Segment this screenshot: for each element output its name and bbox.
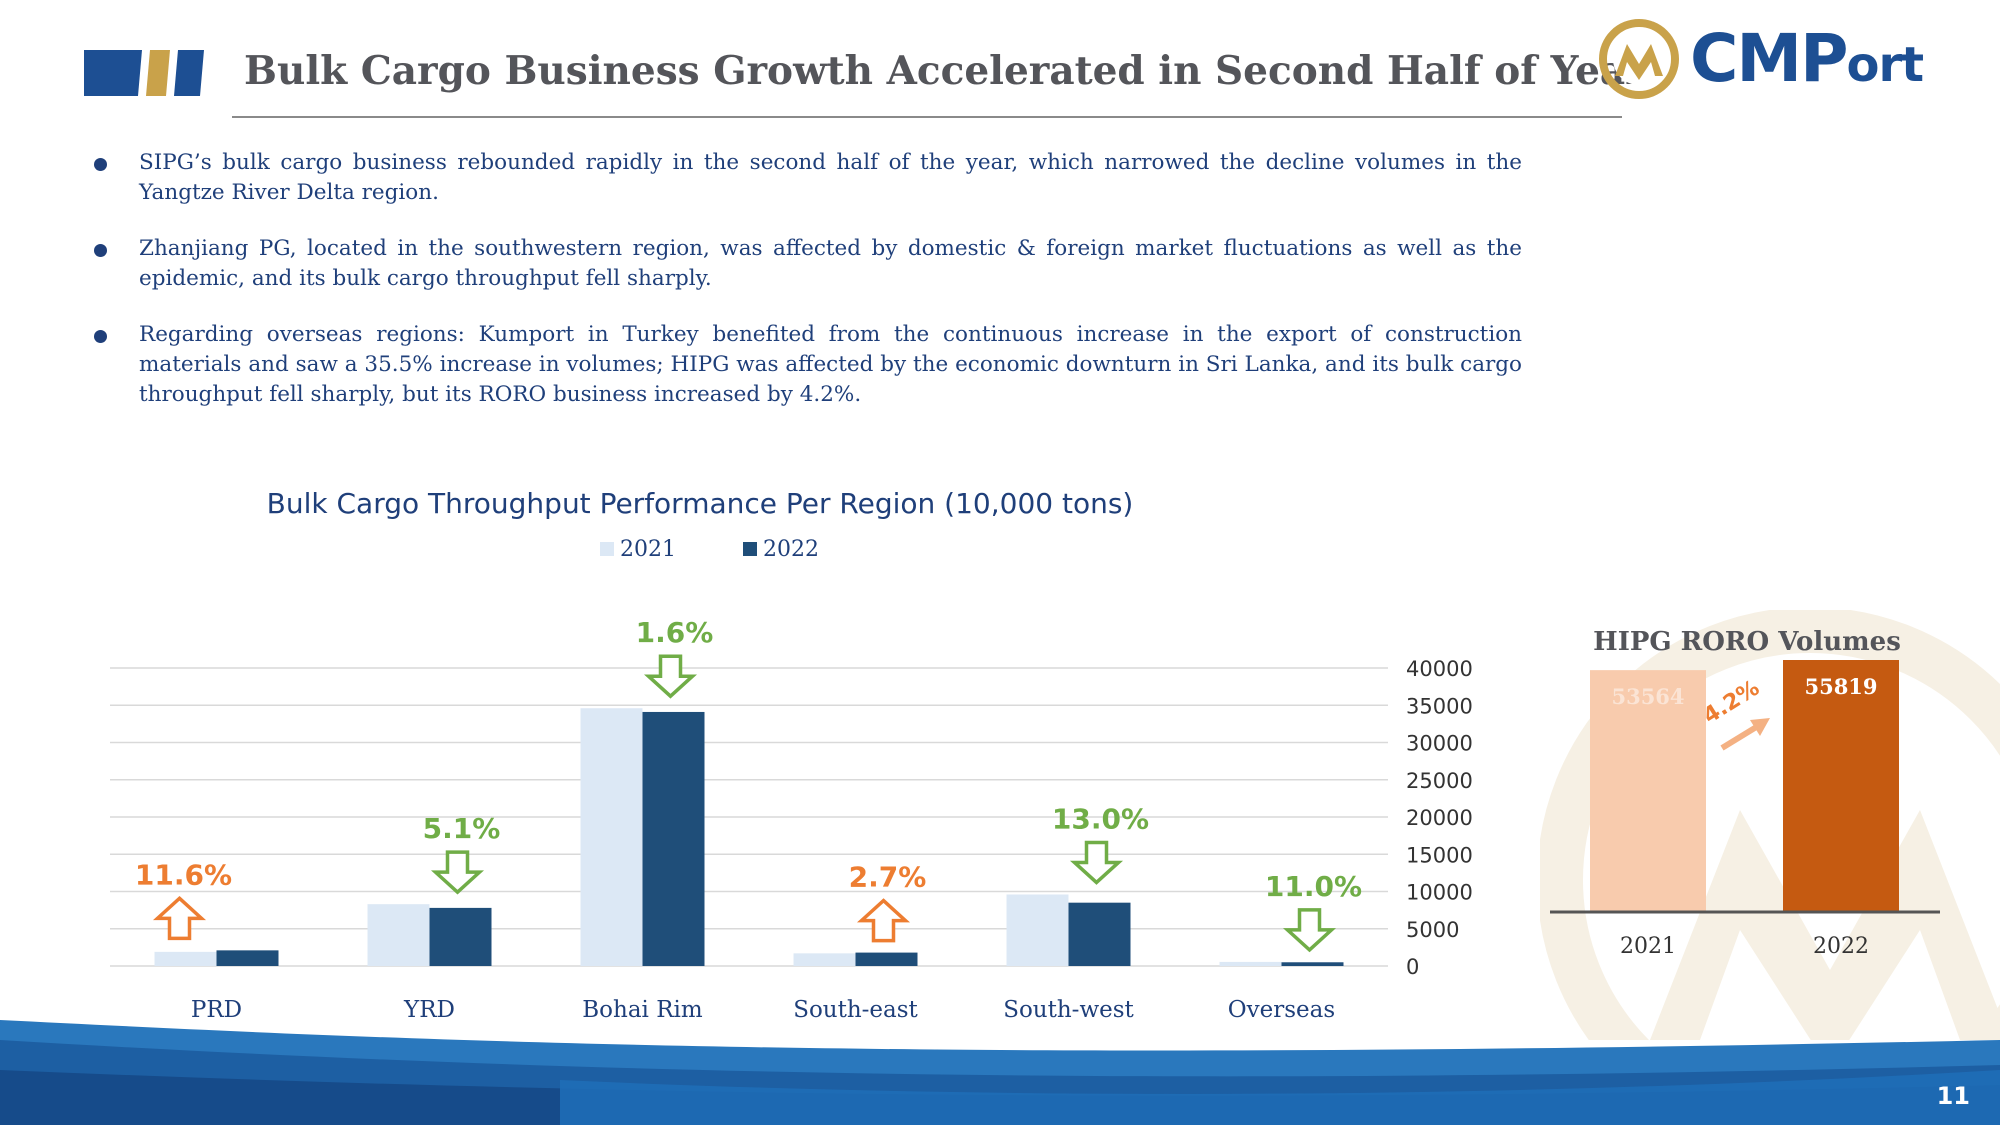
change-label: 2.7% (849, 861, 927, 894)
x-category-label: Bohai Rim (582, 997, 703, 1023)
arrow-down-icon (1069, 840, 1124, 885)
bullet-text: Zhanjiang PG, located in the southwester… (139, 236, 1522, 291)
cmport-seal-icon (1599, 19, 1679, 99)
legend-label-2021: 2021 (620, 537, 676, 562)
bar-2022-bohai-rim (642, 711, 705, 966)
bullet-list: SIPG’s bulk cargo business rebounded rap… (92, 148, 1522, 436)
y-tick-label: 15000 (1406, 843, 1473, 867)
roro-value-label: 53564 (1611, 684, 1684, 709)
bar-2022-south-west (1068, 902, 1131, 966)
roro-x-label: 2022 (1813, 934, 1869, 959)
roro-bar-2021 (1590, 670, 1706, 911)
x-category-label: South-east (793, 997, 918, 1023)
arrow-up-icon (152, 895, 207, 941)
bar-2021-bohai-rim (580, 708, 643, 966)
legend-swatch-2022 (743, 542, 757, 556)
change-label: 11.6% (135, 858, 232, 891)
slide-title: Bulk Cargo Business Growth Accelerated i… (244, 48, 1646, 94)
legend-swatch-2021 (600, 542, 614, 556)
arrow-up-right-icon (1720, 718, 1770, 751)
roro-x-label: 2021 (1620, 934, 1676, 959)
change-label: 1.6% (636, 616, 714, 649)
roro-bar-2022 (1783, 660, 1899, 911)
hipg-roro-bar-chart: HIPG RORO Volumes 53564 2021 55819 2022 4.2… (1550, 627, 1940, 959)
bullet-text: Regarding overseas regions: Kumport in T… (139, 322, 1522, 407)
page-number: 11 (1936, 1082, 1970, 1110)
x-category-label: South-west (1003, 997, 1134, 1023)
change-label: 11.0% (1265, 870, 1362, 903)
title-divider (232, 116, 1622, 118)
roro-change-annotation: 4.2% (1699, 676, 1770, 751)
arrow-down-icon (430, 850, 485, 895)
x-category-label: Overseas (1228, 997, 1335, 1023)
footer-wave-decoration (0, 1020, 2000, 1125)
bar-2021-south-west (1006, 894, 1069, 966)
bullet-item: SIPG’s bulk cargo business rebounded rap… (92, 148, 1522, 208)
arrow-down-icon (643, 654, 698, 699)
bullet-dot (94, 244, 107, 257)
chart-bars (154, 708, 1344, 966)
roro-chart-title: HIPG RORO Volumes (1593, 627, 1901, 657)
roro-value-label: 55819 (1804, 674, 1877, 699)
chart-title: Bulk Cargo Throughput Performance Per Re… (267, 487, 1134, 520)
title-stripes-decoration (84, 50, 204, 96)
bullet-dot (94, 158, 107, 171)
chart-x-labels: PRD YRD Bohai Rim South-east South-west Overs… (191, 997, 1335, 1023)
roro-bars: 53564 2021 55819 2022 (1590, 660, 1899, 959)
bar-2021-overseas (1219, 961, 1282, 966)
chart-gridlines (110, 667, 1388, 967)
bar-2021-south-east (793, 953, 856, 966)
y-tick-label: 40000 (1406, 657, 1473, 681)
bullet-dot (94, 330, 107, 343)
bar-2021-prd (154, 951, 217, 966)
change-label: 5.1% (423, 812, 501, 845)
chart-y-ticks: 0 5000 10000 15000 20000 25000 30000 35000 40000 (1406, 657, 1473, 979)
arrow-down-icon (1282, 908, 1337, 953)
bullet-item: Regarding overseas regions: Kumport in T… (92, 320, 1522, 410)
x-category-label: YRD (403, 997, 455, 1023)
x-category-label: PRD (191, 997, 242, 1023)
y-tick-label: 10000 (1406, 881, 1473, 905)
bar-2022-prd (216, 950, 279, 966)
watermark-seal-icon (1540, 610, 2000, 1040)
bar-2022-overseas (1281, 962, 1344, 966)
bar-2021-yrd (367, 904, 430, 966)
cmport-wordmark: CMPort (1690, 20, 1924, 97)
bar-2022-yrd (429, 907, 492, 966)
chart-change-annotations: 11.6% 5.1% 1.6% 2.7% 13.0% 11.0% (135, 616, 1362, 953)
bulk-cargo-bar-chart: Bulk Cargo Throughput Performance Per Re… (110, 487, 1473, 1023)
y-tick-label: 0 (1406, 955, 1419, 979)
y-tick-label: 20000 (1406, 806, 1473, 830)
y-tick-label: 5000 (1406, 918, 1459, 942)
y-tick-label: 30000 (1406, 732, 1473, 756)
y-tick-label: 25000 (1406, 769, 1473, 793)
legend-label-2022: 2022 (763, 537, 819, 562)
bar-2022-south-east (855, 952, 918, 966)
bullet-item: Zhanjiang PG, located in the southwester… (92, 234, 1522, 294)
change-label: 13.0% (1052, 802, 1149, 835)
bullet-text: SIPG’s bulk cargo business rebounded rap… (139, 150, 1522, 205)
chart-legend: 2021 2022 (600, 537, 819, 562)
arrow-up-icon (856, 898, 911, 943)
y-tick-label: 35000 (1406, 694, 1473, 718)
